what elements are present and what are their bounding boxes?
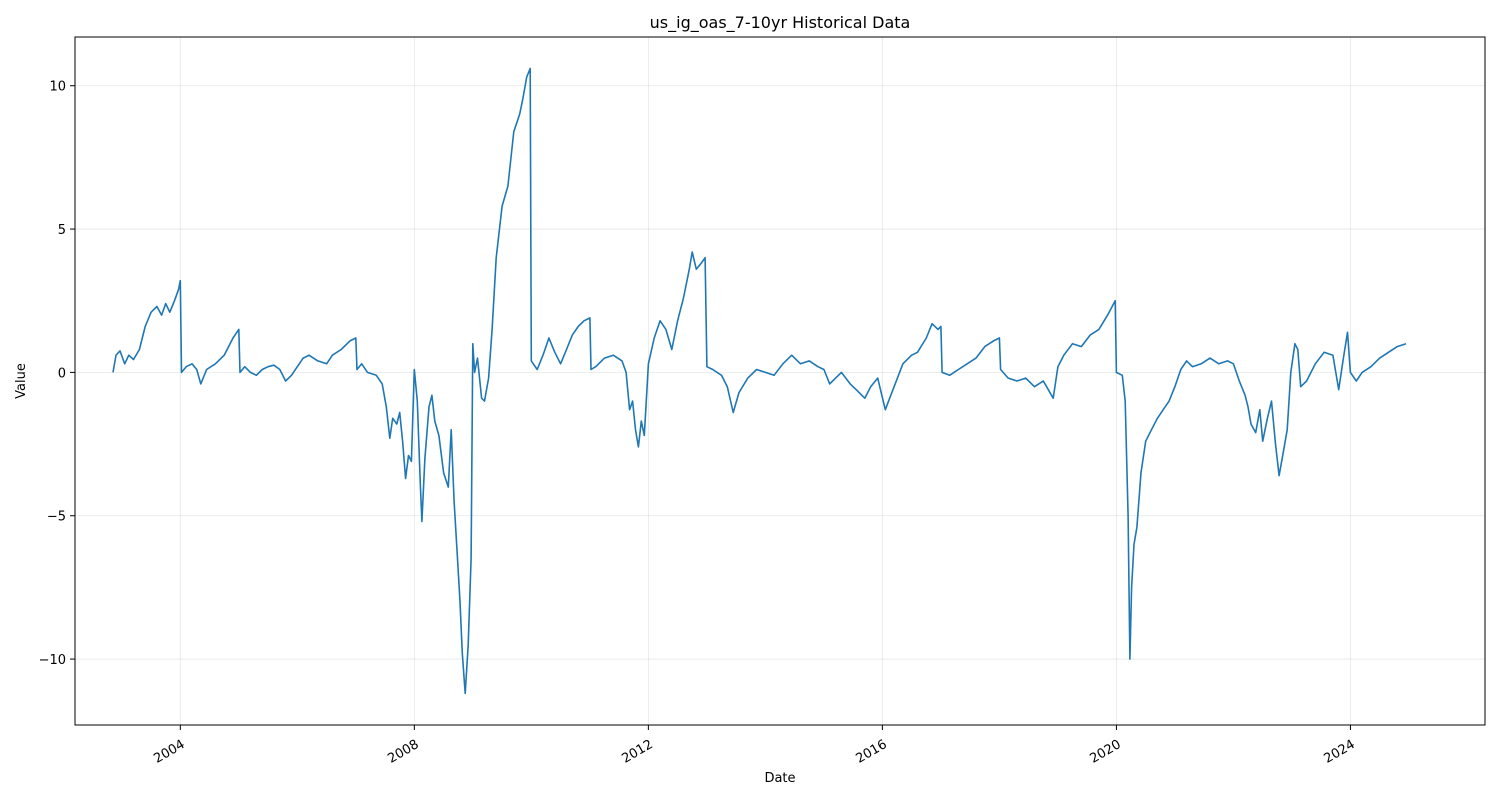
y-tick-label: 0 xyxy=(58,366,66,381)
series-line xyxy=(112,67,1407,695)
grid-lines xyxy=(75,37,1485,725)
plot-area-frame xyxy=(74,36,1486,726)
x-axis-label: Date xyxy=(764,771,795,786)
y-tick-label: 10 xyxy=(49,80,66,95)
y-axis: 10 5 0 −5 −10 xyxy=(39,80,75,668)
y-tick-label: −10 xyxy=(39,653,66,668)
chart-title: us_ig_oas_7-10yr Historical Data xyxy=(650,13,911,33)
y-tick-label: 5 xyxy=(58,223,66,238)
series-group xyxy=(112,67,1407,695)
y-tick-label: −5 xyxy=(47,510,66,525)
y-axis-label: Value xyxy=(14,363,29,399)
